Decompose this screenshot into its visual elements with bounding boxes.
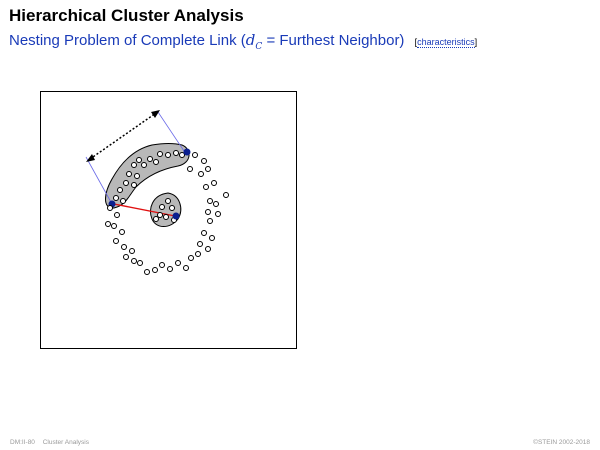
link-bracket-close: ] — [474, 37, 478, 47]
data-point — [175, 260, 181, 266]
data-point — [153, 216, 159, 222]
data-point — [209, 235, 215, 241]
data-point — [179, 152, 185, 158]
data-point — [167, 266, 173, 272]
data-point — [192, 152, 198, 158]
data-point — [169, 205, 175, 211]
footer-section: Cluster Analysis — [42, 439, 89, 446]
data-point — [131, 258, 137, 264]
data-point — [211, 180, 217, 186]
slide-subtitle: Nesting Problem of Complete Link (dC = F… — [9, 31, 477, 52]
footer-copyright: ©STEIN 2002-2018 — [533, 439, 590, 446]
data-point — [165, 198, 171, 204]
data-point — [188, 255, 194, 261]
data-point — [123, 254, 129, 260]
data-point — [153, 159, 159, 165]
tangent-line-upper — [157, 111, 187, 155]
link-bracket-open: [ — [414, 37, 418, 47]
data-point — [205, 209, 211, 215]
characteristics-link[interactable]: characteristics — [417, 37, 475, 48]
data-point — [159, 262, 165, 268]
data-point — [203, 184, 209, 190]
data-point — [119, 229, 125, 235]
data-point — [223, 192, 229, 198]
data-point — [195, 251, 201, 257]
tangent-line-lower — [85, 156, 113, 205]
data-point — [137, 260, 143, 266]
footer-page: DM:II-80 — [10, 439, 35, 446]
data-point — [215, 211, 221, 217]
cluster-figure — [85, 110, 229, 275]
figure-frame — [40, 91, 297, 349]
diameter-arrowhead-left — [86, 154, 95, 162]
data-point — [152, 267, 158, 273]
data-point — [121, 244, 127, 250]
data-point — [144, 269, 150, 275]
data-point — [207, 218, 213, 224]
data-point — [107, 205, 113, 211]
data-point — [129, 248, 135, 254]
subtitle-prefix: Nesting Problem of Complete Link ( — [9, 32, 246, 49]
data-point — [131, 162, 137, 168]
data-point — [123, 180, 129, 186]
subtitle-math-d: d — [245, 31, 256, 49]
data-point — [105, 221, 111, 227]
data-point — [213, 201, 219, 207]
subtitle-math-sub: C — [255, 42, 263, 52]
link-line — [113, 203, 176, 217]
data-point — [134, 173, 140, 179]
data-point — [126, 171, 132, 177]
points-group — [105, 148, 229, 275]
data-point — [159, 204, 165, 210]
data-point — [197, 241, 203, 247]
data-point — [120, 198, 126, 204]
subtitle-suffix: = Furthest Neighbor) — [262, 32, 405, 49]
data-point — [201, 230, 207, 236]
data-point — [173, 150, 179, 156]
data-point — [165, 152, 171, 158]
diameter-arrowhead-right — [151, 110, 160, 118]
data-point — [136, 157, 142, 163]
data-point — [141, 162, 147, 168]
data-point — [147, 156, 153, 162]
data-point — [131, 182, 137, 188]
data-point — [111, 223, 117, 229]
diameter-arrow — [89, 112, 157, 160]
data-point — [201, 158, 207, 164]
data-point — [183, 265, 189, 271]
data-point — [205, 166, 211, 172]
data-point — [113, 195, 119, 201]
data-point — [163, 214, 169, 220]
highlighted-point — [172, 212, 180, 220]
highlighted-point — [183, 148, 191, 156]
subtitle-math: dC — [245, 31, 263, 52]
data-point — [205, 246, 211, 252]
data-point — [113, 238, 119, 244]
data-point — [157, 151, 163, 157]
data-point — [117, 187, 123, 193]
data-point — [187, 166, 193, 172]
data-point — [198, 171, 204, 177]
elongated-cluster-shape — [105, 143, 190, 209]
slide-title: Hierarchical Cluster Analysis — [9, 6, 244, 25]
data-point — [114, 212, 120, 218]
footer-left: DM:II-80 Cluster Analysis — [10, 439, 89, 446]
data-point — [207, 198, 213, 204]
data-point — [157, 212, 163, 218]
